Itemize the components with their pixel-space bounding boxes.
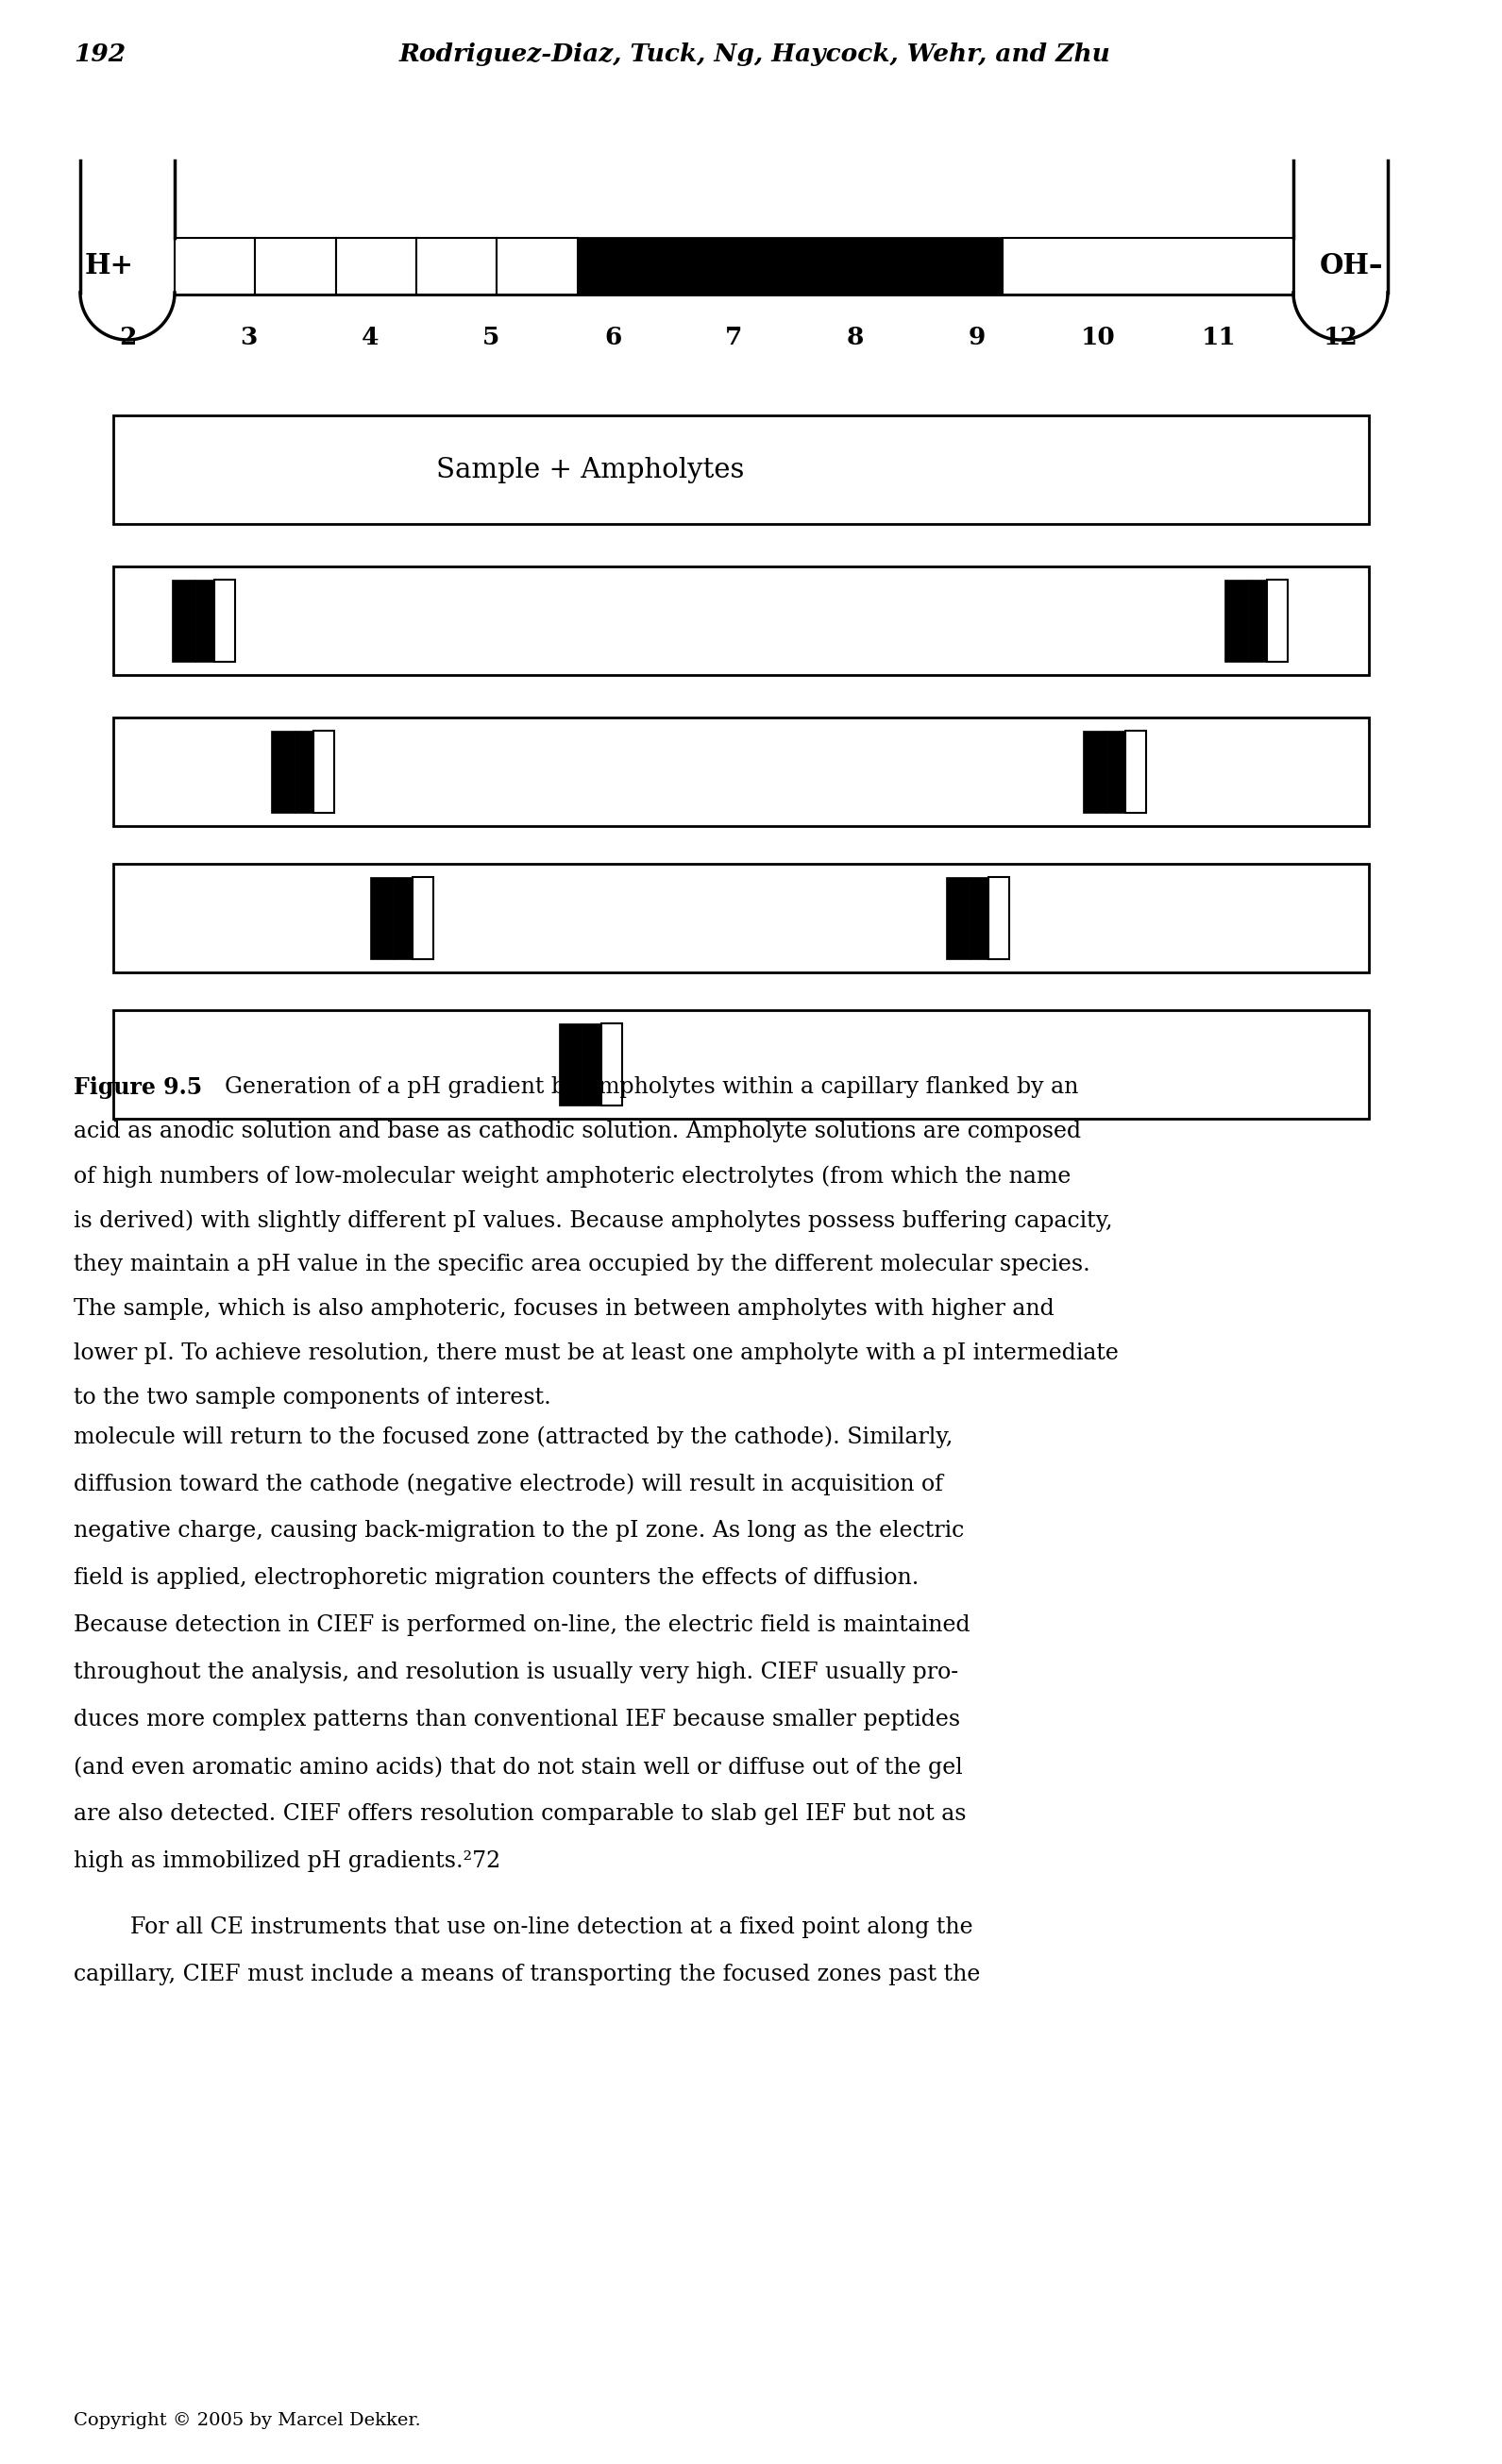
Bar <box>255 239 336 296</box>
Text: high as immobilized pH gradients.²72: high as immobilized pH gradients.²72 <box>74 1850 500 1873</box>
Bar <box>113 865 1368 973</box>
Bar <box>1266 579 1287 660</box>
Bar <box>195 579 213 660</box>
Text: Copyright © 2005 by Marcel Dekker.: Copyright © 2005 by Marcel Dekker. <box>74 2412 421 2430</box>
Bar <box>1105 732 1125 813</box>
Bar <box>174 239 1293 296</box>
Bar <box>969 877 988 958</box>
Text: to the two sample components of interest.: to the two sample components of interest… <box>74 1387 551 1409</box>
Text: duces more complex patterns than conventional IEF because smaller peptides: duces more complex patterns than convent… <box>74 1708 960 1730</box>
Text: The sample, which is also amphoteric, focuses in between ampholytes with higher : The sample, which is also amphoteric, fo… <box>74 1299 1054 1321</box>
Text: 7: 7 <box>725 325 742 350</box>
Bar <box>369 877 394 958</box>
Text: lower pI. To achieve resolution, there must be at least one ampholyte with a pI : lower pI. To achieve resolution, there m… <box>74 1343 1119 1365</box>
Bar <box>174 239 255 296</box>
Bar <box>601 1023 622 1106</box>
Text: Sample + Ampholytes: Sample + Ampholytes <box>437 456 745 483</box>
Text: diffusion toward the cathode (negative electrode) will result in acquisition of: diffusion toward the cathode (negative e… <box>74 1473 943 1496</box>
Bar <box>113 567 1368 675</box>
Text: of high numbers of low-molecular weight amphoteric electrolytes (from which the : of high numbers of low-molecular weight … <box>74 1165 1071 1188</box>
Bar <box>577 239 1002 296</box>
Bar <box>945 877 969 958</box>
Bar <box>1125 732 1146 813</box>
Bar <box>294 732 312 813</box>
Text: Because detection in CIEF is performed on-line, the electric field is maintained: Because detection in CIEF is performed o… <box>74 1614 970 1636</box>
Bar <box>171 579 195 660</box>
Text: 12: 12 <box>1323 325 1358 350</box>
Text: 4: 4 <box>362 325 379 350</box>
Bar <box>113 717 1368 825</box>
Text: Figure 9.5: Figure 9.5 <box>74 1077 203 1099</box>
Text: 8: 8 <box>847 325 864 350</box>
Text: throughout the analysis, and resolution is usually very high. CIEF usually pro-: throughout the analysis, and resolution … <box>74 1661 958 1683</box>
Text: are also detected. CIEF offers resolution comparable to slab gel IEF but not as: are also detected. CIEF offers resolutio… <box>74 1804 966 1826</box>
Text: 11: 11 <box>1202 325 1236 350</box>
Text: Generation of a pH gradient by ampholytes within a capillary flanked by an: Generation of a pH gradient by ampholyte… <box>225 1077 1078 1099</box>
Text: field is applied, electrophoretic migration counters the effects of diffusion.: field is applied, electrophoretic migrat… <box>74 1567 919 1589</box>
Text: Rodriguez-Diaz, Tuck, Ng, Haycock, Wehr, and Zhu: Rodriguez-Diaz, Tuck, Ng, Haycock, Wehr,… <box>400 42 1111 67</box>
Bar <box>213 579 234 660</box>
Bar <box>1248 579 1266 660</box>
Bar <box>113 1010 1368 1119</box>
Bar <box>336 239 416 296</box>
Bar <box>583 1023 601 1106</box>
Text: molecule will return to the focused zone (attracted by the cathode). Similarly,: molecule will return to the focused zone… <box>74 1427 952 1449</box>
Text: 6: 6 <box>604 325 622 350</box>
Text: OH–: OH– <box>1319 251 1383 281</box>
Bar <box>1002 239 1293 296</box>
Text: 3: 3 <box>240 325 257 350</box>
Text: 9: 9 <box>967 325 985 350</box>
Text: negative charge, causing back-migration to the pI zone. As long as the electric: negative charge, causing back-migration … <box>74 1520 964 1542</box>
Bar <box>1224 579 1248 660</box>
Bar <box>416 239 497 296</box>
Bar <box>559 1023 583 1106</box>
Text: For all CE instruments that use on-line detection at a fixed point along the: For all CE instruments that use on-line … <box>74 1917 973 1939</box>
Text: they maintain a pH value in the specific area occupied by the different molecula: they maintain a pH value in the specific… <box>74 1254 1090 1276</box>
Bar <box>988 877 1009 958</box>
Bar <box>1083 732 1105 813</box>
Text: H+: H+ <box>86 251 134 281</box>
Bar <box>312 732 333 813</box>
Bar <box>412 877 433 958</box>
Text: 5: 5 <box>482 325 500 350</box>
Text: 10: 10 <box>1080 325 1116 350</box>
Text: (and even aromatic amino acids) that do not stain well or diffuse out of the gel: (and even aromatic amino acids) that do … <box>74 1757 963 1779</box>
Bar <box>113 416 1368 525</box>
Bar <box>497 239 577 296</box>
Text: is derived) with slightly different pI values. Because ampholytes possess buffer: is derived) with slightly different pI v… <box>74 1210 1113 1232</box>
Text: acid as anodic solution and base as cathodic solution. Ampholyte solutions are c: acid as anodic solution and base as cath… <box>74 1121 1081 1143</box>
Bar <box>394 877 412 958</box>
Bar <box>270 732 294 813</box>
Text: capillary, CIEF must include a means of transporting the focused zones past the: capillary, CIEF must include a means of … <box>74 1964 981 1986</box>
Text: 2: 2 <box>119 325 137 350</box>
Text: 192: 192 <box>74 42 126 67</box>
